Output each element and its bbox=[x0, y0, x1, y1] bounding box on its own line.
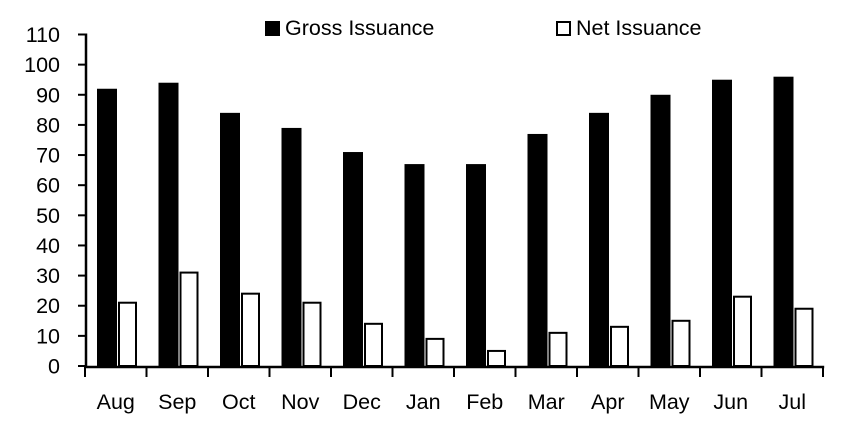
y-axis-tick-label: 90 bbox=[36, 83, 60, 107]
gross-issuance-bar bbox=[404, 164, 425, 367]
legend-item-net-issuance: Net Issuance bbox=[556, 16, 701, 41]
net-issuance-bar bbox=[118, 301, 137, 367]
y-axis-tick-label: 30 bbox=[36, 264, 60, 288]
y-axis-tick-label: 50 bbox=[36, 204, 60, 228]
net-issuance-bar bbox=[487, 349, 506, 368]
y-axis-tick-label: 70 bbox=[36, 144, 60, 168]
net-issuance-bar bbox=[794, 307, 814, 368]
gross-issuance-swatch-icon bbox=[265, 21, 280, 36]
y-axis-tick-label: 110 bbox=[26, 23, 60, 47]
x-axis-tick-label: Aug bbox=[97, 390, 135, 414]
net-issuance-bar bbox=[179, 271, 199, 367]
y-axis-tick-label: 10 bbox=[36, 324, 60, 348]
x-axis-tick-label: Jun bbox=[713, 390, 748, 414]
legend-item-gross-issuance: Gross Issuance bbox=[265, 16, 434, 41]
gross-issuance-bar bbox=[97, 88, 117, 367]
y-axis-tick-label: 20 bbox=[36, 294, 60, 318]
net-issuance-bar bbox=[671, 319, 691, 367]
y-axis-tick-label: 60 bbox=[36, 174, 60, 198]
x-axis-tick-label: Jul bbox=[779, 390, 806, 414]
gross-issuance-bar bbox=[343, 152, 363, 367]
legend-label-gross: Gross Issuance bbox=[285, 16, 435, 40]
net-issuance-bar bbox=[302, 301, 322, 367]
net-issuance-bar bbox=[425, 337, 445, 367]
x-axis-tick-label: Sep bbox=[158, 390, 196, 414]
x-axis-tick-label: Oct bbox=[222, 390, 255, 414]
x-axis-tick-label: Feb bbox=[466, 390, 503, 414]
x-axis-tick-label: Mar bbox=[528, 390, 565, 414]
y-axis-tick-label: 100 bbox=[24, 53, 60, 77]
net-issuance-bar bbox=[548, 331, 568, 368]
net-issuance-swatch-icon bbox=[556, 21, 571, 36]
legend-label-net: Net Issuance bbox=[576, 16, 702, 40]
net-issuance-bar bbox=[610, 325, 629, 368]
gross-issuance-bar bbox=[589, 112, 609, 367]
gross-issuance-bar bbox=[650, 94, 671, 367]
y-axis-tick-label: 40 bbox=[36, 234, 60, 258]
gross-issuance-bar bbox=[281, 127, 302, 367]
y-axis-tick-label: 0 bbox=[48, 355, 60, 379]
net-issuance-bar bbox=[733, 295, 752, 367]
x-axis-tick-label: Dec bbox=[343, 390, 381, 414]
x-axis-tick-label: Nov bbox=[281, 390, 319, 414]
gross-issuance-bar bbox=[773, 76, 794, 367]
net-issuance-bar bbox=[241, 292, 260, 368]
gross-issuance-bar bbox=[712, 79, 732, 367]
net-issuance-bar bbox=[364, 322, 383, 367]
y-axis-tick-label: 80 bbox=[36, 113, 60, 137]
gross-issuance-bar bbox=[158, 82, 179, 367]
x-axis-tick-label: May bbox=[649, 390, 690, 414]
gross-issuance-bar bbox=[466, 164, 486, 367]
gross-issuance-bar bbox=[220, 112, 240, 367]
x-axis-tick-label: Apr bbox=[591, 390, 624, 414]
gross-issuance-bar bbox=[527, 133, 548, 367]
x-axis-tick-label: Jan bbox=[406, 390, 441, 414]
